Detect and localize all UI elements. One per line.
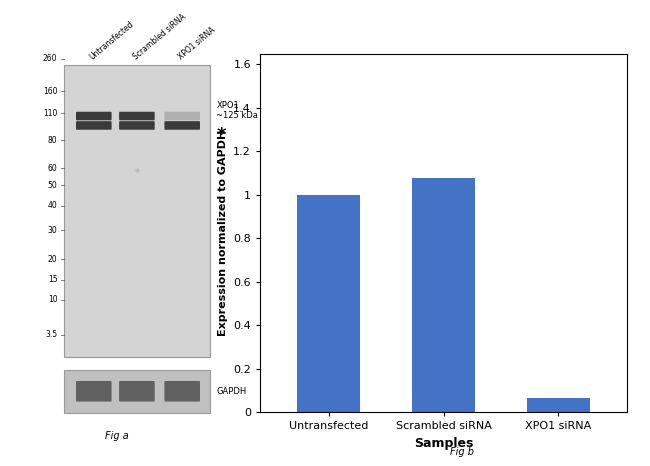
Text: 260: 260 <box>43 55 57 63</box>
FancyBboxPatch shape <box>119 112 155 120</box>
Text: 3.5: 3.5 <box>46 330 57 339</box>
Text: 15: 15 <box>47 275 57 284</box>
Bar <box>297 195 360 412</box>
Text: 10: 10 <box>47 295 57 304</box>
Text: XPO1 siRNA: XPO1 siRNA <box>176 25 217 61</box>
FancyBboxPatch shape <box>164 112 200 120</box>
Text: XPO1
~125 kDa: XPO1 ~125 kDa <box>216 101 258 120</box>
Text: 160: 160 <box>43 87 57 96</box>
Text: Fig b: Fig b <box>450 447 473 457</box>
FancyBboxPatch shape <box>164 121 200 130</box>
X-axis label: Samples: Samples <box>414 437 473 450</box>
Bar <box>412 178 475 412</box>
FancyBboxPatch shape <box>119 121 155 130</box>
Text: *: * <box>216 126 226 144</box>
Bar <box>64 370 210 413</box>
Text: 80: 80 <box>47 136 57 144</box>
Text: Scrambled siRNA: Scrambled siRNA <box>131 12 187 61</box>
Text: 30: 30 <box>47 226 57 235</box>
FancyBboxPatch shape <box>76 112 112 120</box>
Bar <box>64 65 210 357</box>
FancyBboxPatch shape <box>119 381 155 402</box>
Text: 60: 60 <box>47 164 57 173</box>
Text: Fig a: Fig a <box>105 431 129 440</box>
Text: 110: 110 <box>43 109 57 118</box>
Text: 50: 50 <box>47 181 57 190</box>
FancyBboxPatch shape <box>76 381 112 402</box>
Text: 40: 40 <box>47 201 57 210</box>
FancyBboxPatch shape <box>76 121 112 130</box>
Text: Untransfected: Untransfected <box>88 19 136 61</box>
FancyBboxPatch shape <box>164 381 200 402</box>
Y-axis label: Expression normalized to GAPDH: Expression normalized to GAPDH <box>218 130 227 336</box>
Bar <box>527 398 590 412</box>
Text: 20: 20 <box>47 255 57 264</box>
Text: GAPDH: GAPDH <box>216 387 247 396</box>
